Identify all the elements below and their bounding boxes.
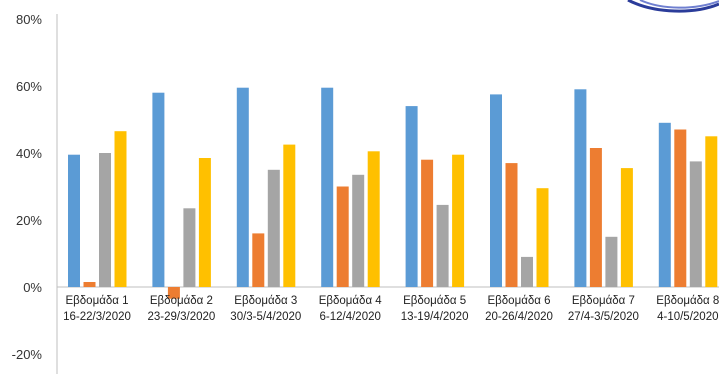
category-week-label: Εβδομάδα 5 bbox=[403, 295, 466, 307]
bar bbox=[283, 144, 296, 287]
bar bbox=[689, 161, 702, 287]
y-tick-label: -20% bbox=[12, 347, 43, 362]
bar bbox=[536, 188, 549, 287]
bar bbox=[99, 153, 111, 287]
bar bbox=[490, 94, 502, 288]
y-tick-label: 0% bbox=[23, 280, 42, 295]
category-date-label: 4-10/5/2020 bbox=[657, 311, 718, 323]
bar bbox=[198, 158, 211, 287]
bar bbox=[183, 208, 196, 287]
bar bbox=[521, 256, 533, 287]
category-week-label: Εβδομάδα 2 bbox=[150, 295, 213, 307]
category-week-label: Εβδομάδα 1 bbox=[66, 295, 129, 307]
y-axis-ticks: 80% 60% 40% 20% 0% -20% bbox=[12, 12, 43, 362]
bar bbox=[605, 236, 618, 288]
category-date-label: 27/4-3/5/2020 bbox=[568, 311, 639, 323]
bar bbox=[252, 233, 265, 287]
bar bbox=[114, 131, 127, 287]
category-date-label: 20-26/4/2020 bbox=[485, 311, 553, 323]
category-date-label: 16-22/3/2020 bbox=[63, 311, 131, 323]
category-week-label: Εβδομάδα 7 bbox=[572, 295, 635, 307]
bar bbox=[267, 169, 280, 288]
bar bbox=[405, 106, 418, 287]
bar bbox=[674, 129, 687, 287]
y-tick-label: 40% bbox=[16, 146, 42, 161]
category-date-label: 6-12/4/2020 bbox=[320, 311, 381, 323]
bar bbox=[589, 148, 602, 287]
category-week-label: Εβδομάδα 4 bbox=[319, 295, 383, 307]
category-date-label: 13-19/4/2020 bbox=[401, 311, 469, 323]
corner-logo-swoosh bbox=[627, 0, 719, 13]
bar-series bbox=[68, 87, 718, 299]
y-tick-label: 60% bbox=[16, 79, 42, 94]
y-tick-label: 80% bbox=[16, 12, 42, 27]
bar bbox=[321, 87, 334, 287]
bar bbox=[421, 159, 434, 287]
bar bbox=[367, 151, 380, 287]
category-week-label: Εβδομάδα 3 bbox=[234, 295, 297, 307]
bar bbox=[574, 89, 587, 287]
bar bbox=[436, 204, 449, 287]
bar bbox=[68, 154, 80, 287]
bar bbox=[152, 92, 165, 287]
bar bbox=[336, 186, 349, 287]
bar bbox=[352, 174, 365, 287]
bar bbox=[658, 122, 671, 287]
bar bbox=[167, 287, 180, 299]
category-date-label: 23-29/3/2020 bbox=[148, 311, 216, 323]
y-tick-label: 20% bbox=[16, 213, 42, 228]
x-axis-categories: Εβδομάδα 1 16-22/3/2020 Εβδομάδα 2 23-29/3/… bbox=[63, 295, 719, 323]
category-date-label: 30/3-5/4/2020 bbox=[230, 311, 301, 323]
category-week-label: Εβδομάδα 8 bbox=[656, 295, 719, 307]
category-week-label: Εβδομάδα 6 bbox=[488, 295, 551, 307]
bar bbox=[452, 154, 465, 287]
bar bbox=[236, 87, 249, 287]
bar bbox=[83, 282, 96, 287]
bar bbox=[505, 163, 518, 287]
bar bbox=[620, 168, 633, 287]
bar bbox=[705, 136, 718, 288]
